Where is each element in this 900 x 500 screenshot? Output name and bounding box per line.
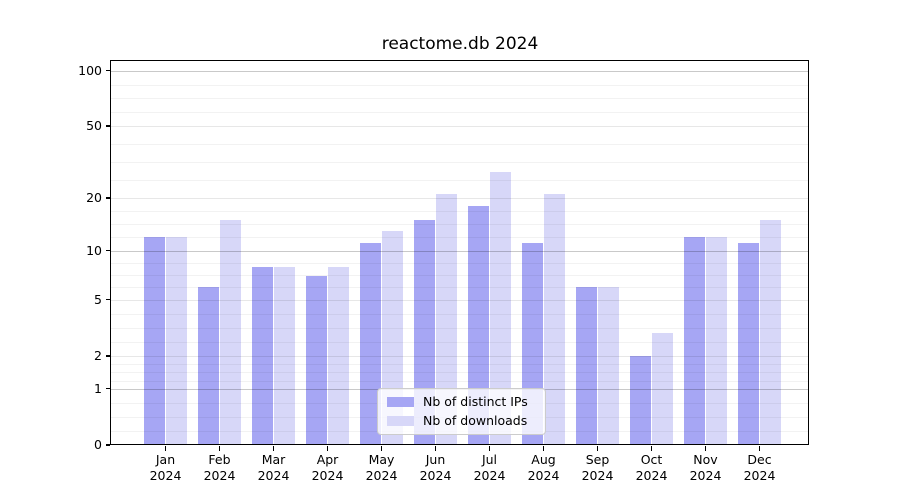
bar-jan-distinct-ips: [144, 236, 166, 445]
bar-nov-downloads: [705, 236, 727, 445]
gridline-y2: [110, 355, 809, 357]
minor-gridline: [110, 341, 809, 343]
y-tick-label-5: 5: [94, 291, 102, 307]
bar-aug-downloads: [543, 194, 565, 445]
bar-apr-downloads: [327, 266, 349, 445]
legend: Nb of distinct IPs Nb of downloads: [377, 388, 546, 435]
minor-gridline: [110, 372, 809, 374]
legend-item-distinct-ips: Nb of distinct IPs: [387, 394, 536, 410]
minor-gridline: [110, 180, 809, 181]
bar-mar-downloads: [273, 266, 295, 445]
minor-gridline: [110, 162, 809, 163]
minor-gridline: [110, 364, 809, 366]
minor-gridline: [110, 275, 809, 277]
bar-sep-distinct-ips: [576, 287, 598, 445]
x-tickmark-feb: [218, 446, 221, 451]
x-tick-label-may: May 2024: [365, 452, 398, 483]
minor-gridline: [110, 287, 809, 289]
bar-dec-distinct-ips: [738, 243, 760, 445]
x-tickmark-aug: [542, 446, 545, 451]
x-tickmark-jun: [434, 446, 437, 451]
x-tickmark-jan: [164, 446, 167, 451]
legend-swatch-distinct-ips-icon: [387, 397, 414, 407]
bar-mar-distinct-ips: [252, 266, 274, 445]
x-tickmark-may: [380, 446, 383, 451]
minor-gridline: [110, 211, 809, 213]
y-tick-label-10: 10: [86, 242, 102, 258]
y-tickmark-0: [105, 444, 110, 446]
bar-oct-distinct-ips: [630, 355, 652, 445]
x-tickmark-apr: [326, 446, 329, 451]
x-tick-label-apr: Apr 2024: [311, 452, 344, 483]
minor-gridline: [110, 224, 809, 226]
minor-gridline: [110, 262, 809, 264]
gridline-y5: [110, 299, 809, 301]
minor-gridline: [110, 144, 809, 145]
gridline-y20: [110, 198, 809, 199]
x-tick-label-feb: Feb 2024: [203, 452, 236, 483]
bar-nov-distinct-ips: [684, 236, 706, 445]
x-tickmark-dec: [758, 446, 761, 451]
y-tickmark-100: [105, 70, 110, 72]
y-tick-label-100: 100: [78, 62, 102, 78]
minor-gridline: [110, 327, 809, 329]
x-tickmark-oct: [650, 446, 653, 451]
legend-label-distinct-ips: Nb of distinct IPs: [423, 394, 528, 409]
bar-apr-distinct-ips: [306, 276, 328, 445]
y-tickmark-10: [105, 249, 110, 252]
y-tickmark-2: [105, 355, 110, 357]
bar-jul-distinct-ips: [468, 206, 490, 445]
y-tick-label-50: 50: [86, 118, 102, 133]
x-tick-label-oct: Oct 2024: [635, 452, 668, 483]
x-tick-label-jun: Jun 2024: [419, 452, 452, 483]
bar-may-distinct-ips: [360, 243, 382, 445]
minor-gridline: [110, 112, 809, 114]
bar-feb-distinct-ips: [198, 287, 220, 445]
minor-gridline: [110, 380, 809, 382]
bar-oct-downloads: [651, 332, 673, 445]
bar-dec-downloads: [759, 220, 781, 445]
bar-jul-downloads: [489, 171, 511, 445]
bar-feb-downloads: [219, 220, 241, 445]
x-tick-label-jul: Jul 2024: [473, 452, 506, 483]
x-tick-label-sep: Sep 2024: [581, 452, 614, 483]
gridline-y50: [110, 126, 809, 127]
x-tick-label-jan: Jan 2024: [149, 452, 182, 483]
y-tick-label-1: 1: [94, 380, 102, 396]
x-tick-label-mar: Mar 2024: [257, 452, 290, 483]
x-tickmark-sep: [596, 446, 599, 451]
chart-title: reactome.db 2024: [381, 34, 539, 54]
x-tickmark-jul: [488, 446, 491, 451]
minor-gridline: [110, 98, 809, 100]
legend-item-downloads: Nb of downloads: [387, 413, 536, 429]
legend-label-downloads: Nb of downloads: [423, 413, 528, 428]
minor-gridline: [110, 237, 809, 239]
bar-jan-downloads: [165, 236, 187, 445]
bar-jun-downloads: [435, 194, 457, 445]
x-tick-label-dec: Dec 2024: [743, 452, 776, 483]
y-tickmark-5: [105, 299, 110, 301]
y-tick-label-0: 0: [94, 437, 102, 452]
y-tickmark-20: [105, 197, 110, 199]
y-tickmark-1: [105, 388, 110, 390]
legend-swatch-downloads-icon: [387, 416, 414, 426]
y-tick-label-20: 20: [86, 190, 102, 205]
y-tickmark-50: [105, 125, 110, 127]
x-tick-label-nov: Nov 2024: [689, 452, 722, 483]
x-tickmark-mar: [272, 446, 275, 451]
y-tick-label-2: 2: [94, 347, 102, 363]
x-tickmark-nov: [704, 446, 707, 451]
gridline-y100: [110, 70, 809, 72]
bar-sep-downloads: [597, 287, 619, 445]
gridline-y10: [110, 250, 809, 252]
minor-gridline: [110, 313, 809, 315]
x-tick-label-aug: Aug 2024: [527, 452, 560, 483]
minor-gridline: [110, 84, 809, 86]
